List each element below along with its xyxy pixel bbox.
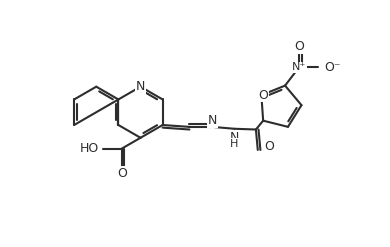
Text: H: H [230, 139, 238, 149]
Text: N⁺: N⁺ [292, 62, 306, 72]
Text: N: N [136, 80, 145, 93]
Text: O: O [264, 140, 275, 153]
Text: O: O [117, 167, 127, 180]
Text: O: O [258, 89, 268, 102]
Text: N: N [208, 114, 217, 127]
Text: O: O [294, 41, 304, 54]
Text: N: N [229, 130, 239, 144]
Text: O⁻: O⁻ [324, 61, 340, 74]
Text: HO: HO [80, 142, 99, 155]
